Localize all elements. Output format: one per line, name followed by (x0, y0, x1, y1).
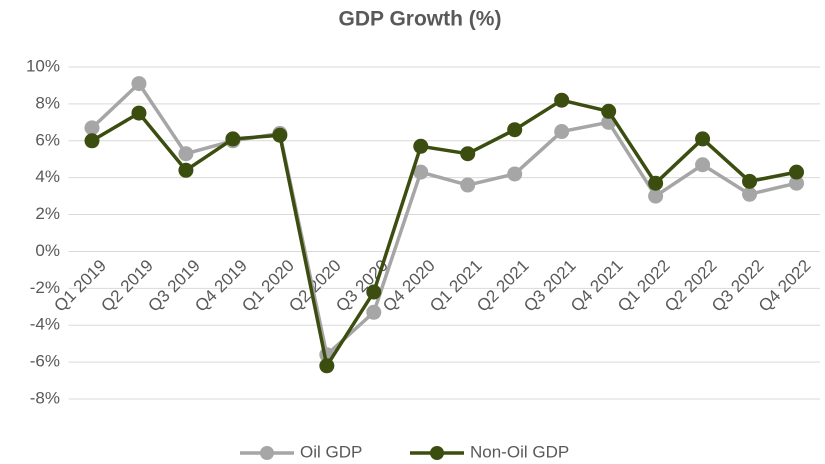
point (366, 304, 382, 320)
point (695, 131, 711, 147)
point (507, 166, 523, 182)
point (272, 127, 288, 143)
legend-label: Oil GDP (300, 442, 362, 461)
point (413, 164, 429, 180)
point (648, 175, 664, 191)
legend-item: Oil GDP (240, 442, 362, 461)
y-tick-label: 10% (26, 56, 60, 75)
y-tick-label: -8% (30, 388, 60, 407)
point (178, 162, 194, 178)
point (413, 138, 429, 154)
y-tick-label: -2% (30, 278, 60, 297)
y-tick-label: -4% (30, 315, 60, 334)
series-line (91, 98, 797, 371)
point (178, 146, 194, 162)
point (742, 173, 758, 189)
y-tick-label: -6% (30, 352, 60, 371)
y-tick-label: 0% (35, 241, 60, 260)
point (84, 120, 100, 136)
y-tick-label: 4% (35, 167, 60, 186)
legend-marker (430, 446, 444, 460)
point (225, 131, 241, 147)
point (601, 103, 617, 119)
legend-label: Non-Oil GDP (470, 442, 569, 461)
point (554, 124, 570, 140)
point (742, 186, 758, 202)
point (460, 177, 476, 193)
point (789, 175, 805, 191)
point (131, 105, 147, 121)
point (789, 164, 805, 180)
point (319, 358, 335, 374)
x-tick-label: Q4 2022 (755, 256, 815, 316)
point (554, 92, 570, 108)
point (366, 284, 382, 300)
point (648, 188, 664, 204)
point (507, 122, 523, 138)
point (695, 157, 711, 173)
point (131, 76, 147, 92)
y-tick-label: 8% (35, 93, 60, 112)
legend-marker (260, 446, 274, 460)
y-tick-label: 6% (35, 130, 60, 149)
chart-title: GDP Growth (%) (339, 8, 502, 31)
y-tick-label: 2% (35, 204, 60, 223)
legend-item: Non-Oil GDP (410, 442, 569, 461)
point (84, 133, 100, 149)
series-line (90, 80, 797, 359)
point (460, 146, 476, 162)
